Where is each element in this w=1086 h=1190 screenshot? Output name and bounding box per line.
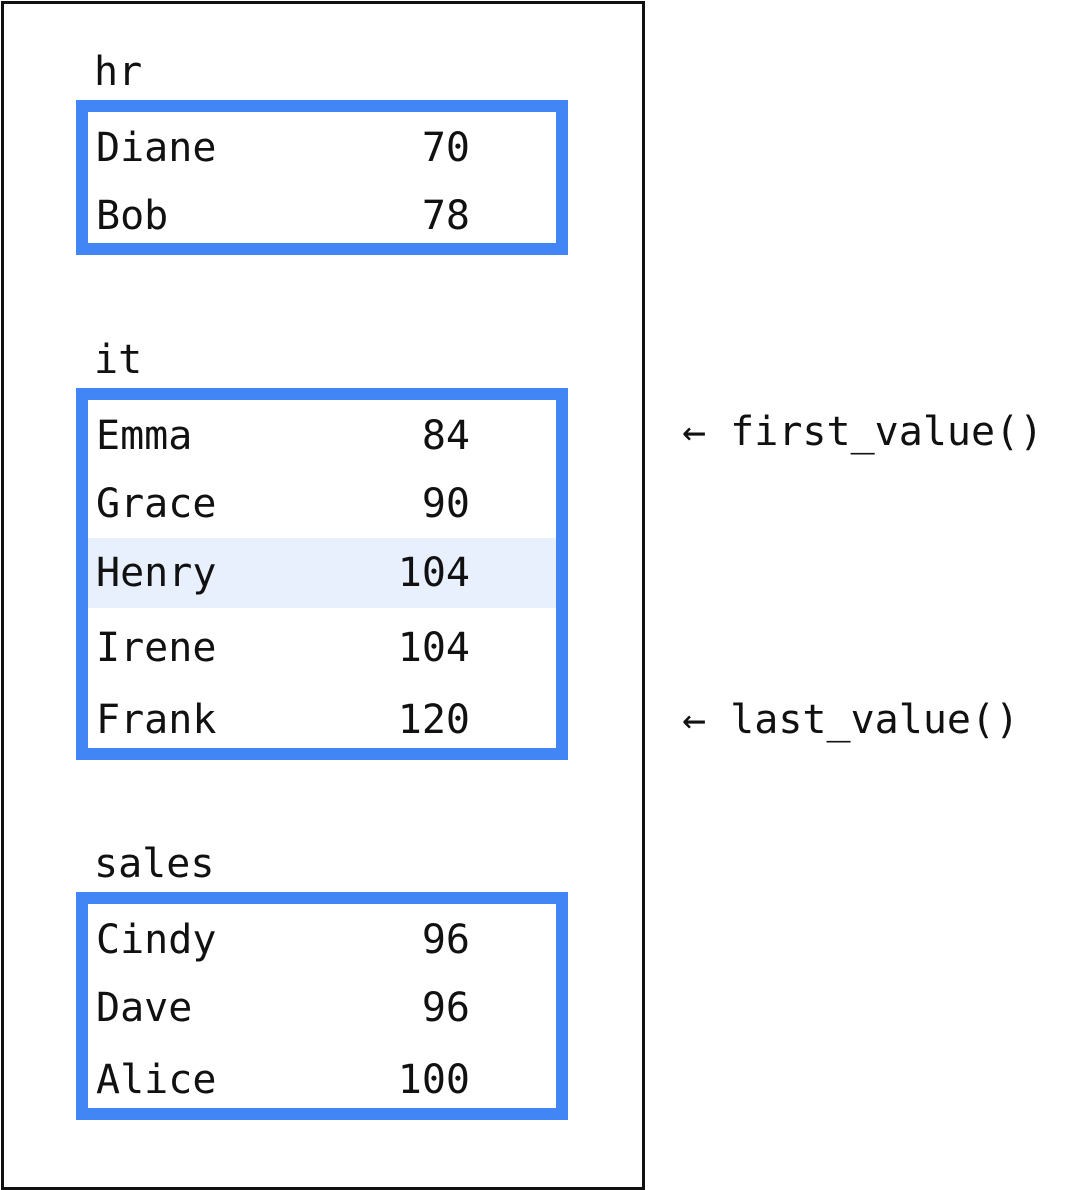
row-name: Cindy <box>96 917 217 963</box>
group-label-hr: hr <box>94 49 143 95</box>
table-row-current: Henry 104 <box>88 538 556 608</box>
group-label-sales: sales <box>94 841 215 887</box>
table-row: Emma 84 <box>88 412 556 460</box>
table-row: Dave 96 <box>88 984 556 1032</box>
row-name: Bob <box>96 193 169 239</box>
first-value-annotation: ← first_value() <box>682 409 1044 455</box>
row-name: Alice <box>96 1057 217 1103</box>
partition-sales: Cindy 96 Dave 96 Alice 100 <box>76 892 568 1120</box>
row-value: 84 <box>421 413 470 459</box>
row-name: Dave <box>96 985 193 1031</box>
row-name: Emma <box>96 413 193 459</box>
row-name: Frank <box>96 697 217 743</box>
row-value: 120 <box>397 697 470 743</box>
table-row: Bob 78 <box>88 192 556 240</box>
table-row: Cindy 96 <box>88 916 556 964</box>
row-value: 78 <box>421 193 470 239</box>
partition-hr: Diane 70 Bob 78 <box>76 100 568 255</box>
partition-it: Emma 84 Grace 90 Henry 104 Irene 104 Fra… <box>76 388 568 760</box>
table-row: Diane 70 <box>88 124 556 172</box>
last-value-annotation: ← last_value() <box>682 697 1020 743</box>
row-value: 96 <box>421 917 470 963</box>
table-row: Alice 100 <box>88 1056 556 1104</box>
row-value: 104 <box>397 550 470 596</box>
row-name: Henry <box>96 550 217 596</box>
row-value: 100 <box>397 1057 470 1103</box>
row-name: Grace <box>96 481 217 527</box>
table-row: Grace 90 <box>88 480 556 528</box>
table-row: Frank 120 <box>88 696 556 744</box>
row-name: Diane <box>96 125 217 171</box>
row-value: 96 <box>421 985 470 1031</box>
row-value: 104 <box>397 625 470 671</box>
row-value: 70 <box>421 125 470 171</box>
row-name: Irene <box>96 625 217 671</box>
table-row: Irene 104 <box>88 624 556 672</box>
row-value: 90 <box>421 481 470 527</box>
group-label-it: it <box>94 337 143 383</box>
